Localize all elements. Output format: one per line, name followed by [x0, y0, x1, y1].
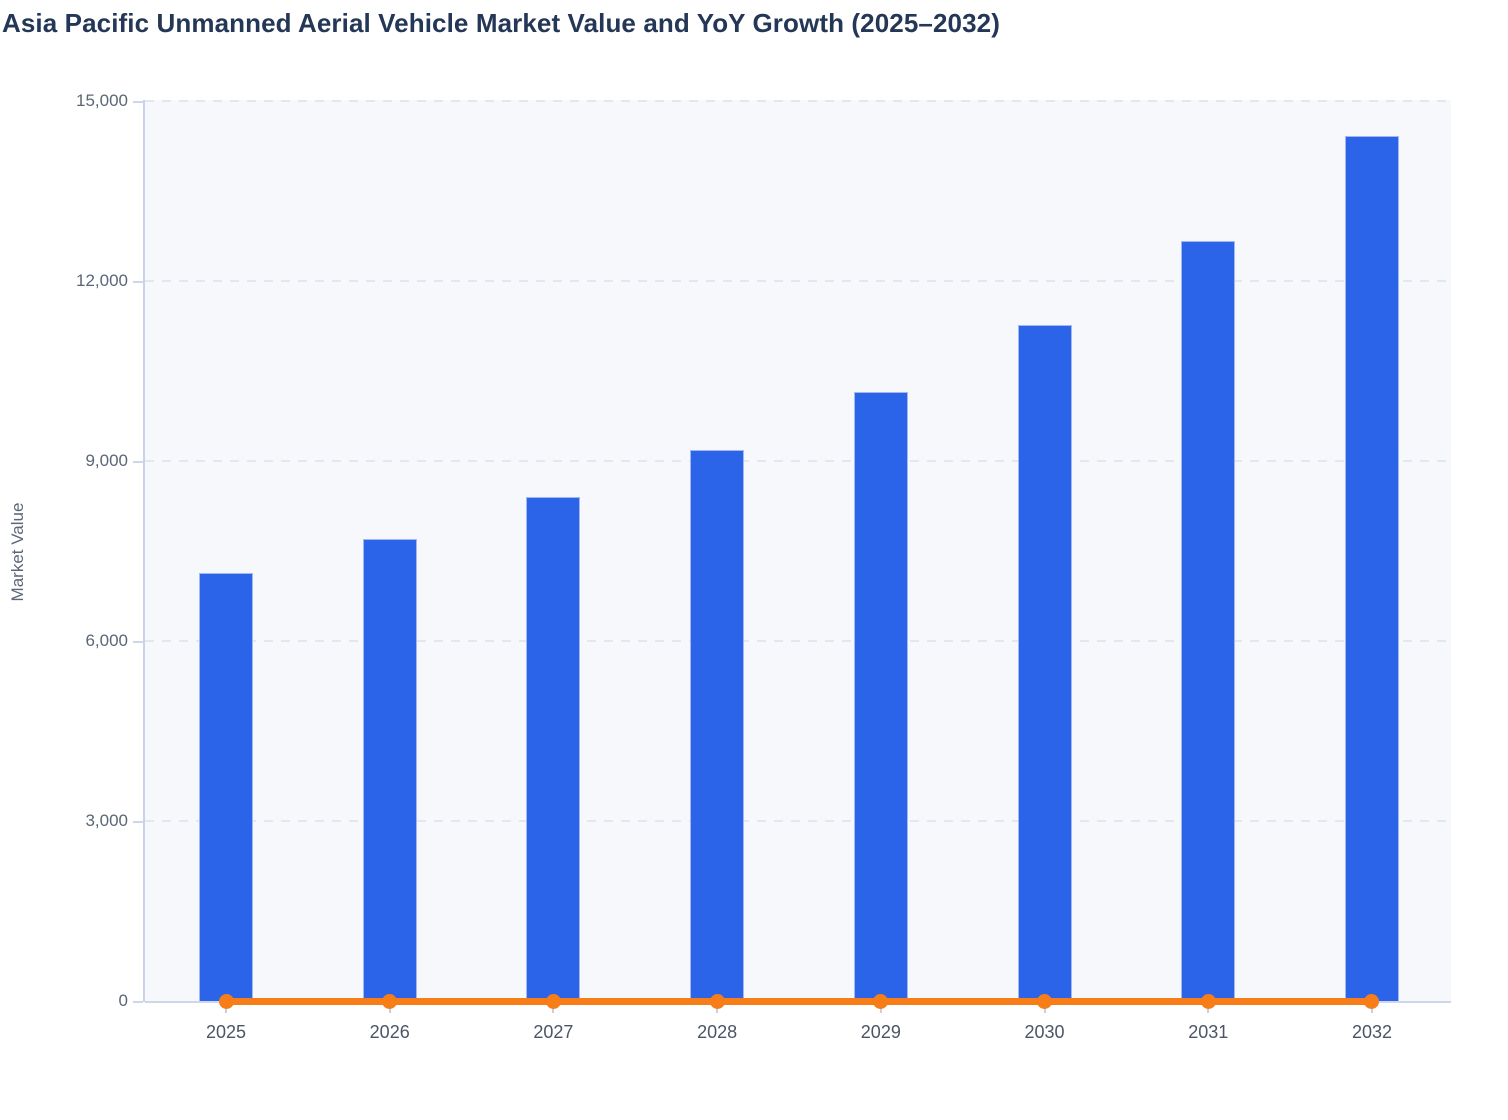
gridline-9,000	[145, 460, 1451, 462]
yoy-growth-point-2031	[1200, 994, 1216, 1009]
y-tick-mark	[133, 281, 143, 283]
y-tick-mark	[133, 101, 143, 103]
yoy-growth-point-2025	[218, 994, 234, 1009]
plot-area: 2025 2026 2027 2028 2029 2030 2031 2032	[143, 100, 1451, 1042]
gridline-12,000	[145, 280, 1451, 282]
y-tick-label: 9,000	[85, 451, 128, 470]
x-tick-label-2032: 2032	[1351, 1022, 1392, 1042]
bar-2029	[853, 392, 908, 1002]
bar-2028	[690, 450, 745, 1002]
chart-title: Asia Pacific Unmanned Aerial Vehicle Mar…	[2, 8, 1000, 38]
x-tick-label-2027: 2027	[533, 1022, 574, 1042]
gridline-3,000	[145, 820, 1451, 822]
bar-2032	[1344, 136, 1399, 1002]
x-tick-label-2031: 2031	[1188, 1022, 1229, 1042]
bar-2030	[1017, 325, 1072, 1002]
x-tick-label-2030: 2030	[1024, 1022, 1065, 1042]
gridline-15,000	[145, 100, 1451, 102]
y-axis-title: Market Value	[8, 502, 27, 602]
y-tick-label: 3,000	[85, 811, 128, 830]
x-tick-label-2026: 2026	[369, 1022, 410, 1042]
yoy-growth-point-2026	[382, 994, 398, 1009]
y-tick-label: 15,000	[76, 91, 128, 110]
gridline-6,000	[145, 640, 1451, 642]
bar-2027	[526, 497, 581, 1002]
yoy-growth-line	[226, 998, 1372, 1005]
bar-2026	[362, 539, 417, 1002]
y-tick-label: 12,000	[76, 271, 128, 290]
x-tick-label-2029: 2029	[860, 1022, 901, 1042]
yoy-growth-point-2030	[1037, 994, 1053, 1009]
y-tick-mark	[133, 1001, 143, 1003]
y-tick-mark	[133, 461, 143, 463]
yoy-growth-point-2029	[873, 994, 889, 1009]
x-tick-label-2025: 2025	[205, 1022, 247, 1042]
x-tick-label-2028: 2028	[697, 1022, 738, 1042]
y-tick-label: 0	[118, 991, 128, 1010]
y-tick-mark	[133, 641, 143, 643]
yoy-growth-point-2027	[545, 994, 561, 1009]
bar-2031	[1181, 241, 1236, 1002]
bar-2025	[199, 573, 253, 1002]
y-tick-mark	[133, 821, 143, 823]
yoy-growth-point-2032	[1364, 994, 1380, 1009]
y-tick-label: 6,000	[85, 631, 128, 650]
yoy-growth-point-2028	[709, 994, 725, 1009]
